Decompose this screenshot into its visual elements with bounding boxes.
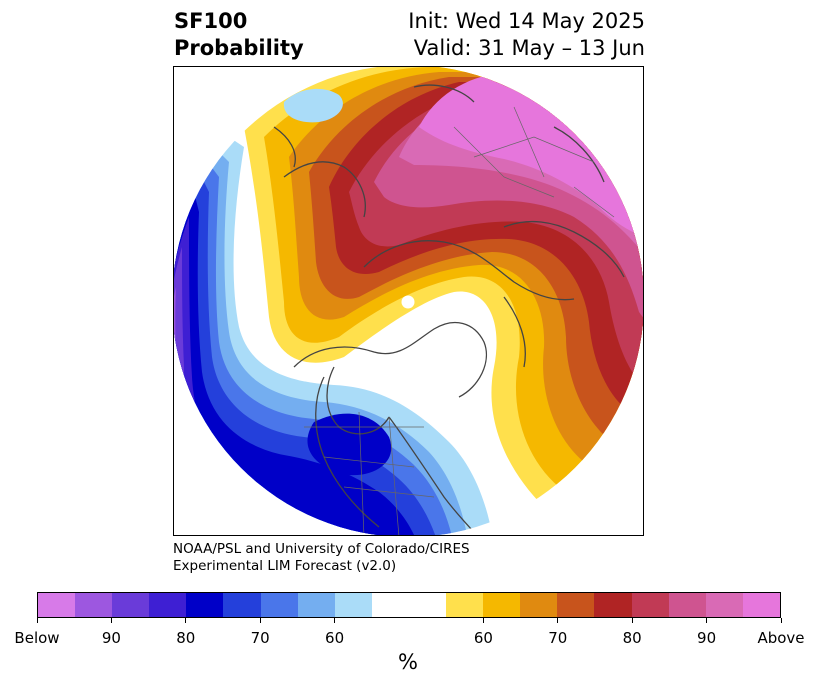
title-left: SF100 Probability <box>174 8 304 62</box>
colorbar-ticks <box>36 618 782 626</box>
colorbar-tick <box>557 618 559 623</box>
colorbar-tick-label: 60 <box>325 629 345 647</box>
colorbar <box>37 592 781 618</box>
colorbar-cell <box>408 593 447 617</box>
colorbar-tick-label: 60 <box>473 629 493 647</box>
political-borders <box>304 106 615 535</box>
colorbar-cell <box>260 593 298 617</box>
colorbar-tick-label: 90 <box>697 629 717 647</box>
colorbar-tick <box>631 618 633 623</box>
colorbar-cell <box>223 593 261 617</box>
colorbar-tick-label: 80 <box>622 629 642 647</box>
colorbar-tick <box>259 618 261 623</box>
map-panel <box>173 66 644 536</box>
colorbar-tick <box>780 618 782 623</box>
colorbar-cell <box>297 593 335 617</box>
colorbar-cell <box>334 593 372 617</box>
valid-dates: Valid: 31 May – 13 Jun <box>413 36 645 60</box>
colorbar-cell <box>594 593 632 617</box>
probability-map <box>174 67 643 535</box>
colorbar-tick-label: 90 <box>101 629 121 647</box>
title-quantity: Probability <box>174 36 304 60</box>
colorbar-cell <box>149 593 187 617</box>
colorbar-cell <box>520 593 558 617</box>
colorbar-cell <box>446 593 484 617</box>
below-patch-greenland <box>283 88 343 123</box>
colorbar-tick <box>334 618 336 623</box>
below-band-core-us <box>307 413 392 476</box>
colorbar-tick-label: Below <box>14 629 60 647</box>
credit-line-2: Experimental LIM Forecast (v2.0) <box>173 558 397 574</box>
colorbar-cell <box>705 593 743 617</box>
colorbar-tick-label: 80 <box>176 629 196 647</box>
credit-text: NOAA/PSL and University of Colorado/CIRE… <box>173 541 470 575</box>
colorbar-cell <box>371 593 409 617</box>
colorbar-tick <box>36 618 38 623</box>
colorbar-tick-label: 70 <box>548 629 568 647</box>
colorbar-tick <box>110 618 112 623</box>
colorbar-tick <box>185 618 187 623</box>
colorbar-cell <box>742 593 780 617</box>
colorbar-cell <box>75 593 113 617</box>
colorbar-tick <box>706 618 708 623</box>
credit-line-1: NOAA/PSL and University of Colorado/CIRE… <box>173 541 470 557</box>
colorbar-cell <box>668 593 706 617</box>
title-variable: SF100 <box>174 9 248 33</box>
colorbar-cell <box>557 593 595 617</box>
title-right: Init: Wed 14 May 2025 Valid: 31 May – 13… <box>408 8 645 62</box>
colorbar-tick-label: Above <box>757 629 805 647</box>
colorbar-cell <box>186 593 224 617</box>
colorbar-tick-label: 70 <box>250 629 270 647</box>
north-pole-marker <box>401 295 415 309</box>
colorbar-tick <box>482 618 484 623</box>
colorbar-cell <box>38 593 76 617</box>
init-date: Init: Wed 14 May 2025 <box>408 9 645 33</box>
colorbar-cell <box>112 593 150 617</box>
colorbar-unit: % <box>398 650 418 674</box>
colorbar-cell <box>631 593 669 617</box>
colorbar-cell <box>483 593 521 617</box>
